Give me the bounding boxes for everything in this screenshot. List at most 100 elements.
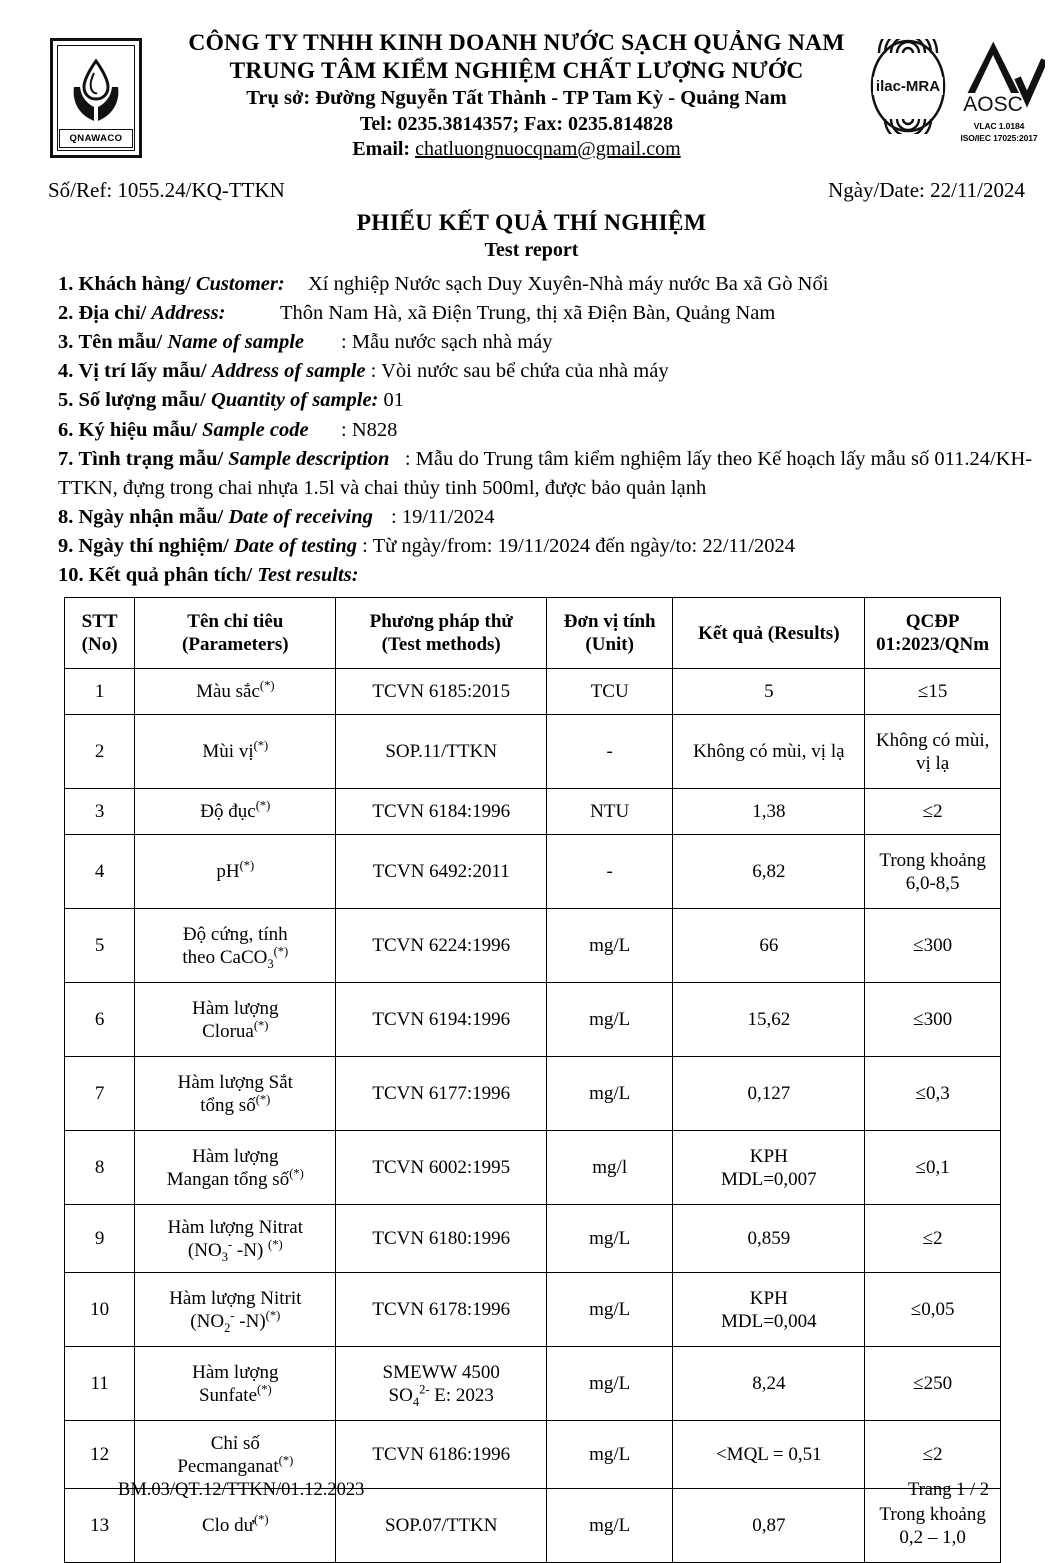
column-header-limit-en: 01:2023/QNm: [876, 634, 990, 656]
cell-result: 6,82: [672, 834, 866, 910]
aosc-accreditation-logo: AOSC VLAC 1.0184 ISO/IEC 17025:2017: [953, 37, 1048, 143]
qnawaco-logo: QNAWACO: [50, 38, 142, 158]
table-head: STT (No) Tên chỉ tiêu (Parameters) Phươn…: [63, 597, 1001, 670]
reference-line: Số/Ref: 1055.24/KQ-TTKN Ngày/Date: 22/11…: [0, 178, 1063, 206]
reference-number-value: 1055.24/KQ-TTKN: [117, 178, 285, 202]
cell-no: 4: [63, 834, 136, 910]
cell-unit: mg/l: [546, 1130, 674, 1206]
cell-no: 5: [63, 908, 136, 984]
cell-method: TCVN 6002:1995: [335, 1130, 548, 1206]
cell-parameter: Hàm lượng Sắt tổng số(*): [134, 1056, 337, 1132]
cell-method: SMEWW 4500 SO42- E: 2023: [335, 1346, 548, 1422]
cell-unit: mg/L: [546, 982, 674, 1058]
page-title: PHIẾU KẾT QUẢ THÍ NGHIỆM: [356, 210, 707, 236]
column-header-parameter: Tên chỉ tiêu (Parameters): [134, 597, 337, 670]
info-item-address: 2. Địa chỉ/ Address: Thôn Nam Hà, xã Điện…: [58, 299, 1033, 328]
cell-unit: mg/L: [546, 1272, 674, 1348]
sample-info-list: 1. Khách hàng/ Customer: Xí nghiệp Nước s…: [0, 270, 1063, 590]
company-telephone: Tel: 0235.3814357; Fax: 0235.814828: [359, 113, 674, 136]
cell-result: 0,859: [672, 1204, 866, 1274]
cell-no: 3: [63, 788, 136, 836]
cell-parameter: Chỉ số Pecmanganat(*): [134, 1420, 337, 1490]
footer-page-number: Trang 1 / 2: [907, 1480, 989, 1500]
table-row: 12 Chỉ số Pecmanganat(*) TCVN 6186:1996 mg/L…: [63, 1420, 1001, 1490]
info-item-sample-location: 4. Vị trí lấy mẫu/ Address of sample : V…: [58, 357, 1033, 386]
info-test-results-no: 10.: [58, 564, 84, 587]
info-date-receiving-sep: :: [391, 505, 402, 528]
info-customer-value: Xí nghiệp Nước sạch Duy Xuyên-Nhà máy nư…: [308, 273, 829, 295]
info-customer-no: 1.: [58, 273, 74, 295]
test-report-page: QNAWACO CÔNG TY TNHH KINH DOANH NƯỚC SẠC…: [0, 22, 1063, 1563]
column-header-method-vi: Phương pháp thử: [369, 611, 513, 633]
cell-parameter: Hàm lượng Sunfate(*): [134, 1346, 337, 1422]
info-customer-label-vi: Khách hàng/: [78, 273, 196, 295]
cell-method: TCVN 6177:1996: [335, 1056, 548, 1132]
cell-method: TCVN 6194:1996: [335, 982, 548, 1058]
info-sample-name-label-en: Name of sample: [167, 331, 305, 354]
table-row: 11 Hàm lượng Sunfate(*) SMEWW 4500 SO42- E: …: [63, 1346, 1001, 1422]
document-header: QNAWACO CÔNG TY TNHH KINH DOANH NƯỚC SẠC…: [0, 22, 1063, 170]
info-item-customer: 1. Khách hàng/ Customer: Xí nghiệp Nước s…: [58, 270, 1033, 299]
cell-method: TCVN 6492:2011: [335, 834, 548, 910]
cell-limit: ≤2: [864, 1204, 1001, 1274]
info-sample-description-sep: :: [404, 447, 416, 470]
cell-limit: ≤2: [864, 1420, 1001, 1490]
cell-result: <MQL = 0,51: [672, 1420, 866, 1490]
qnawaco-logo-frame: QNAWACO: [50, 38, 142, 158]
cell-limit: ≤0,1: [864, 1130, 1001, 1206]
cell-unit: -: [546, 714, 674, 790]
table-row: 3 Độ đục(*) TCVN 6184:1996 NTU 1,38 ≤2: [63, 788, 1001, 836]
cell-result: 1,38: [672, 788, 866, 836]
cell-method: SOP.11/TTKN: [335, 714, 548, 790]
cell-unit: -: [546, 834, 674, 910]
test-results-table: STT (No) Tên chỉ tiêu (Parameters) Phươn…: [63, 597, 1001, 1563]
cell-no: 6: [63, 982, 136, 1058]
table-row: 10 Hàm lượng Nitrit (NO2- -N)(*) TCVN 6178:…: [63, 1272, 1001, 1348]
info-sample-code-label-en: Sample code: [202, 418, 309, 441]
info-item-date-receiving: 8. Ngày nhận mẫu/ Date of receiving: 19/…: [58, 503, 1033, 532]
info-item-date-testing: 9. Ngày thí nghiệm/ Date of testing : Từ…: [58, 532, 1033, 561]
info-item-sample-name: 3. Tên mẫu/ Name of sample: Mẫu nước sạc…: [58, 328, 1033, 357]
column-header-result-vi: Kết quả (Results): [698, 622, 840, 644]
info-quantity-label-en: Quantity of sample:: [210, 389, 379, 412]
column-header-parameter-en: (Parameters): [182, 634, 289, 656]
info-date-receiving-value: 19/11/2024: [401, 505, 495, 528]
info-item-quantity: 5. Số lượng mẫu/ Quantity of sample: 01: [58, 386, 1033, 415]
cell-parameter: Màu sắc(*): [134, 668, 337, 716]
table-row: 9 Hàm lượng Nitrat (NO3- -N) (*) TCVN 6180:…: [63, 1204, 1001, 1274]
column-header-unit-vi: Đơn vị tính: [563, 611, 656, 633]
info-date-receiving-no: 8.: [58, 505, 74, 528]
info-sample-location-value: Vòi nước sau bể chứa của nhà máy: [381, 360, 669, 383]
cell-limit: ≤250: [864, 1346, 1001, 1422]
document-footer: BM.03/QT.12/TTKN/01.12.2023 Trang 1 / 2: [0, 1480, 1063, 1510]
info-sample-location-sep: :: [370, 360, 382, 383]
cell-result: Không có mùi, vị lạ: [672, 714, 866, 790]
reference-number: Số/Ref: 1055.24/KQ-TTKN: [48, 178, 285, 203]
svg-text:AOSC: AOSC: [963, 93, 1023, 115]
cell-unit: NTU: [546, 788, 674, 836]
info-sample-description-label-en: Sample description: [228, 447, 390, 470]
info-sample-code-sep: :: [341, 418, 352, 441]
cell-parameter: Hàm lượng Mangan tổng số(*): [134, 1130, 337, 1206]
info-item-test-results: 10. Kết quả phân tích/ Test results:: [58, 561, 1033, 590]
email-address-link[interactable]: chatluongnuocqnam@gmail.com: [415, 138, 681, 161]
cell-no: 2: [63, 714, 136, 790]
water-drop-icon: [64, 55, 128, 134]
qnawaco-logo-inner-frame: [57, 45, 135, 151]
cell-limit: ≤2: [864, 788, 1001, 836]
info-sample-location-label-vi: Vị trí lấy mẫu/: [78, 360, 212, 383]
table-row: 4 pH(*) TCVN 6492:2011-6,82 Trong khoảng 6,0…: [63, 834, 1001, 910]
info-quantity-no: 5.: [58, 389, 74, 412]
cell-limit: ≤15: [864, 668, 1001, 716]
info-sample-name-value: Mẫu nước sạch nhà máy: [351, 331, 553, 354]
table-header-row: STT (No) Tên chỉ tiêu (Parameters) Phươn…: [63, 597, 1001, 670]
cell-parameter: Hàm lượng Nitrit (NO2- -N)(*): [134, 1272, 337, 1348]
company-name: CÔNG TY TNHH KINH DOANH NƯỚC SẠCH QUẢNG …: [188, 30, 845, 56]
report-date-value: 22/11/2024: [930, 178, 1025, 202]
cell-method: TCVN 6184:1996: [335, 788, 548, 836]
column-header-no: STT (No): [63, 597, 136, 670]
reference-number-label: Số/Ref:: [48, 178, 118, 202]
cell-result: 66: [672, 908, 866, 984]
info-address-label-en: Address:: [151, 302, 226, 325]
info-sample-code-value: N828: [351, 418, 398, 441]
